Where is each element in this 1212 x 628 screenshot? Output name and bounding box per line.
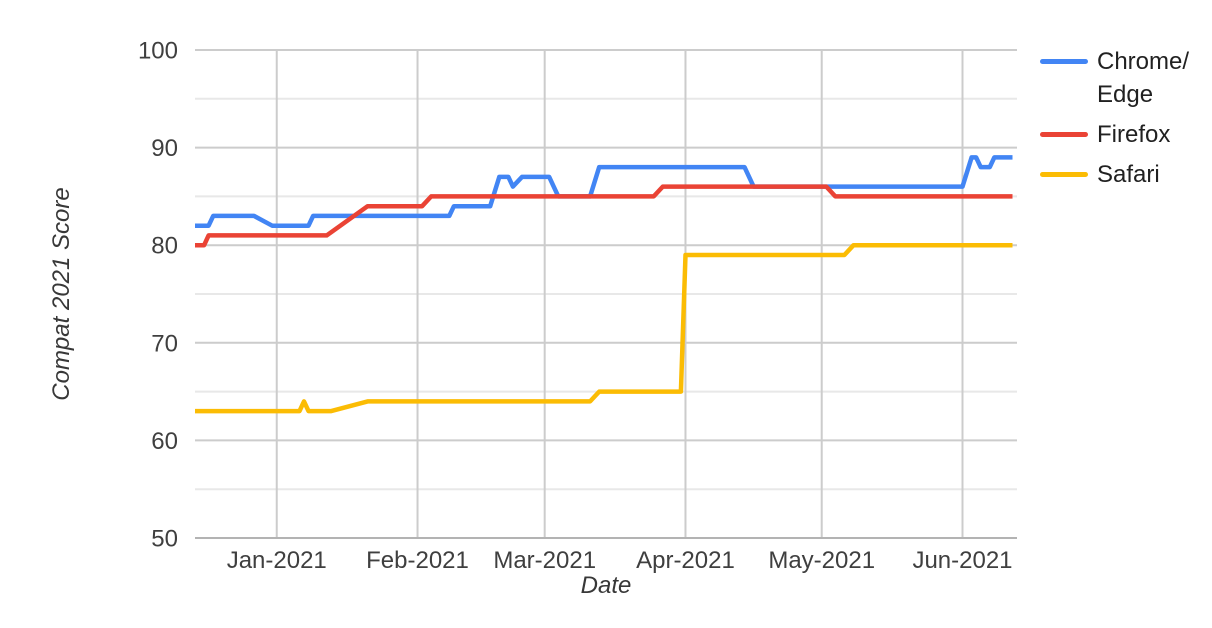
- y-tick-label: 50: [151, 526, 178, 553]
- legend-label-line: Safari: [1097, 161, 1160, 188]
- legend-entry-chrome-edge: Chrome/Edge: [1040, 45, 1189, 111]
- legend-swatch: [1040, 132, 1088, 137]
- legend-label-line: Firefox: [1097, 121, 1171, 148]
- y-tick-label: 90: [151, 135, 178, 162]
- y-tick-label: 80: [151, 233, 178, 260]
- x-tick-label: Jun-2021: [912, 547, 1012, 574]
- legend-label: Chrome/Edge: [1097, 45, 1189, 111]
- legend: Chrome/Edge Firefox Safari: [1040, 45, 1189, 198]
- series-line-safari: [195, 242, 1013, 414]
- x-tick-label: Jan-2021: [227, 547, 327, 574]
- legend-label: Firefox: [1097, 118, 1170, 151]
- x-tick-label: Apr-2021: [636, 547, 735, 574]
- x-tick-label: Feb-2021: [366, 547, 469, 574]
- legend-label: Safari: [1097, 158, 1160, 191]
- y-tick-label: 100: [138, 38, 178, 65]
- y-tick-label: 70: [151, 330, 178, 357]
- legend-label-line: Edge: [1097, 81, 1154, 108]
- y-tick-label: 60: [151, 428, 178, 455]
- x-axis-title: Date: [580, 572, 632, 599]
- series-line-firefox: [195, 184, 1013, 248]
- y-axis-title: Compat 2021 Score: [48, 187, 75, 401]
- x-tick-label: May-2021: [768, 547, 875, 574]
- series-line-chrome-edge: [195, 155, 1013, 228]
- legend-entry-firefox: Firefox: [1040, 118, 1189, 151]
- legend-swatch: [1040, 172, 1088, 177]
- legend-swatch: [1040, 59, 1088, 64]
- legend-label-line: Chrome/: [1097, 48, 1190, 75]
- legend-entry-safari: Safari: [1040, 158, 1189, 191]
- x-tick-label: Mar-2021: [493, 547, 596, 574]
